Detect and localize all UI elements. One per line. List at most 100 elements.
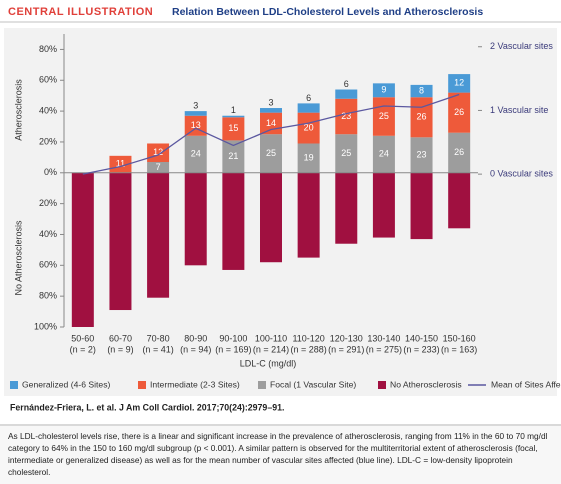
x-tick-label: 100-110 bbox=[255, 333, 287, 343]
bar-segment bbox=[297, 112, 320, 144]
data-label: 6 bbox=[306, 93, 311, 103]
bar-segment bbox=[260, 108, 282, 113]
bar-segment bbox=[260, 134, 282, 173]
bar-segment bbox=[448, 172, 471, 229]
x-tick-sublabel: (n = 163) bbox=[441, 344, 477, 354]
legend-label: Intermediate (2-3 Sites) bbox=[150, 379, 240, 389]
bar-segment bbox=[184, 135, 207, 173]
legend-swatch bbox=[138, 381, 146, 389]
x-tick-label: 130-140 bbox=[367, 333, 400, 343]
bar-segment bbox=[109, 172, 132, 311]
x-tick-label: 140-150 bbox=[405, 333, 438, 343]
x-tick-sublabel: (n = 169) bbox=[215, 344, 251, 354]
bar-segment bbox=[109, 155, 132, 173]
y-tick-label: 80% bbox=[39, 291, 57, 301]
data-label: 12 bbox=[454, 78, 464, 88]
x-tick-sublabel: (n = 214) bbox=[253, 344, 289, 354]
x-tick-sublabel: (n = 288) bbox=[290, 344, 326, 354]
bar-segment bbox=[222, 172, 245, 270]
data-label: 24 bbox=[191, 149, 201, 159]
bar-segment bbox=[372, 172, 395, 238]
data-label: 3 bbox=[268, 97, 273, 107]
x-tick-sublabel: (n = 275) bbox=[366, 344, 402, 354]
legend-label: Mean of Sites Affected bbox=[491, 379, 561, 389]
bar-segment bbox=[448, 132, 471, 173]
bar-segment bbox=[335, 89, 358, 99]
chart: CENTRAL ILLUSTRATION Relation Between LD… bbox=[0, 0, 561, 413]
x-tick-label: 70-80 bbox=[147, 333, 170, 343]
bar-segment bbox=[222, 140, 245, 173]
x-axis-title: LDL-C (mg/dl) bbox=[240, 358, 297, 368]
data-label: 21 bbox=[228, 151, 238, 161]
data-label: 11 bbox=[116, 159, 125, 169]
bar-segment bbox=[147, 161, 170, 173]
x-tick-sublabel: (n = 94) bbox=[180, 344, 211, 354]
data-label: 9 bbox=[381, 85, 386, 95]
bar-segment bbox=[297, 172, 320, 258]
data-label: 13 bbox=[191, 120, 201, 130]
data-label: 23 bbox=[417, 149, 427, 159]
data-label: 25 bbox=[379, 111, 389, 121]
citation: Fernández-Friera, L. et al. J Am Coll Ca… bbox=[10, 402, 284, 412]
bar-segment bbox=[410, 137, 433, 173]
caption: As LDL-cholesterol levels rise, there is… bbox=[0, 424, 561, 484]
bar-segment bbox=[335, 98, 358, 135]
mean-line bbox=[82, 93, 460, 175]
data-label: 19 bbox=[304, 153, 314, 163]
y-tick-label: 40% bbox=[39, 229, 57, 239]
bar-segment bbox=[372, 83, 395, 98]
data-label: 25 bbox=[341, 148, 351, 158]
bar-segment bbox=[184, 111, 207, 116]
bar-segment bbox=[222, 115, 245, 118]
legend-swatch bbox=[258, 381, 266, 389]
y-tick-label: 20% bbox=[39, 198, 57, 208]
bar-segment bbox=[260, 172, 282, 263]
data-label: 7 bbox=[156, 162, 161, 172]
y-tick-label: 60% bbox=[39, 75, 57, 85]
bar-segment bbox=[297, 143, 320, 173]
x-tick-label: 120-130 bbox=[330, 333, 363, 343]
x-tick-label: 150-160 bbox=[443, 333, 476, 343]
bar-segment bbox=[335, 172, 358, 244]
legend-label: Generalized (4-6 Sites) bbox=[22, 379, 111, 389]
legend-swatch bbox=[378, 381, 386, 389]
data-label: 24 bbox=[379, 149, 389, 159]
data-label: 25 bbox=[266, 148, 276, 158]
data-label: 8 bbox=[419, 85, 424, 95]
x-tick-label: 50-60 bbox=[71, 333, 94, 343]
data-label: 12 bbox=[153, 147, 163, 157]
data-label: 15 bbox=[228, 123, 238, 133]
y2-tick-label: 1 Vascular site bbox=[490, 105, 548, 115]
header-band bbox=[0, 0, 561, 22]
y-axis-title-bottom: No Atherosclerosis bbox=[13, 220, 23, 296]
bar-segment bbox=[410, 84, 433, 98]
x-tick-label: 110-120 bbox=[292, 333, 324, 343]
x-tick-sublabel: (n = 9) bbox=[107, 344, 133, 354]
x-tick-label: 60-70 bbox=[109, 333, 132, 343]
y-tick-label: 0% bbox=[44, 167, 57, 177]
bar-segment bbox=[335, 134, 358, 173]
data-label: 3 bbox=[193, 100, 198, 110]
x-tick-sublabel: (n = 291) bbox=[328, 344, 364, 354]
x-tick-sublabel: (n = 41) bbox=[142, 344, 173, 354]
y-tick-label: 60% bbox=[39, 260, 57, 270]
bar-segment bbox=[147, 172, 170, 298]
header-label: CENTRAL ILLUSTRATION bbox=[8, 6, 153, 18]
data-label: 26 bbox=[454, 107, 464, 117]
legend-label: No Atherosclerosis bbox=[390, 379, 462, 389]
y2-tick-label: 2 Vascular sites bbox=[490, 41, 553, 51]
legend-label: Focal (1 Vascular Site) bbox=[270, 379, 356, 389]
y-tick-label: 80% bbox=[39, 44, 57, 54]
bar-segment bbox=[448, 74, 471, 93]
bar-segment bbox=[184, 172, 207, 266]
chart-title: Relation Between LDL-Cholesterol Levels … bbox=[172, 6, 483, 18]
data-label: 6 bbox=[344, 79, 349, 89]
data-label: 1 bbox=[231, 105, 236, 115]
bar-segment bbox=[448, 92, 471, 133]
data-label: 23 bbox=[341, 111, 351, 121]
y-axis-title-top: Atherosclerosis bbox=[13, 79, 23, 141]
data-label: 26 bbox=[454, 147, 464, 157]
legend-swatch bbox=[10, 381, 18, 389]
y-tick-label: 20% bbox=[39, 136, 57, 146]
